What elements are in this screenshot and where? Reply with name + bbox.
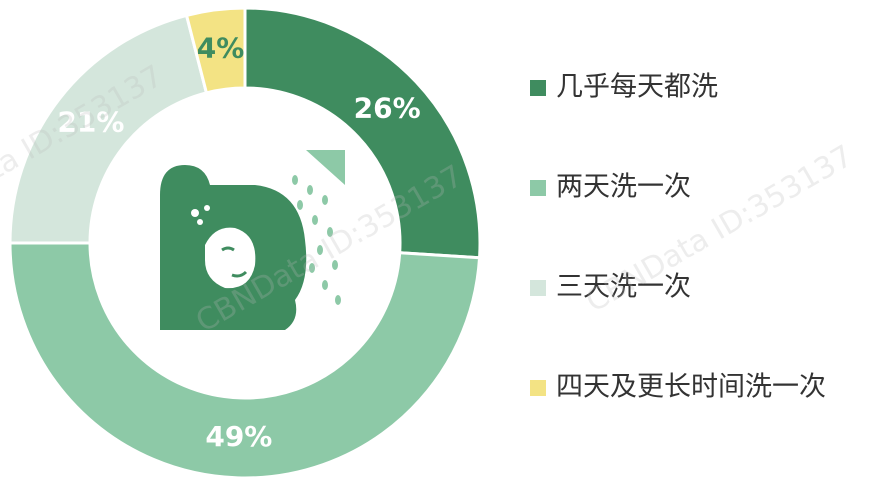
- donut-segment: [8, 241, 482, 477]
- donut-segment: [243, 6, 482, 260]
- watermark: CBNData ID:353137: [580, 139, 859, 320]
- legend-label: 三天洗一次: [556, 272, 691, 303]
- legend-swatch: [530, 280, 546, 296]
- legend-label: 两天洗一次: [556, 172, 691, 203]
- data-label: 26%: [354, 92, 421, 125]
- data-label: 49%: [205, 420, 272, 453]
- legend-label: 四天及更长时间洗一次: [556, 372, 826, 403]
- legend-swatch: [530, 180, 546, 196]
- data-label: 21%: [57, 105, 124, 138]
- legend-swatch: [530, 380, 546, 396]
- data-label: 4%: [197, 32, 245, 65]
- legend-swatch: [530, 80, 546, 96]
- legend-label: 几乎每天都洗: [556, 72, 718, 103]
- center-icon: [160, 150, 345, 330]
- donut-segment: [8, 13, 209, 245]
- donut-segment: [184, 6, 247, 95]
